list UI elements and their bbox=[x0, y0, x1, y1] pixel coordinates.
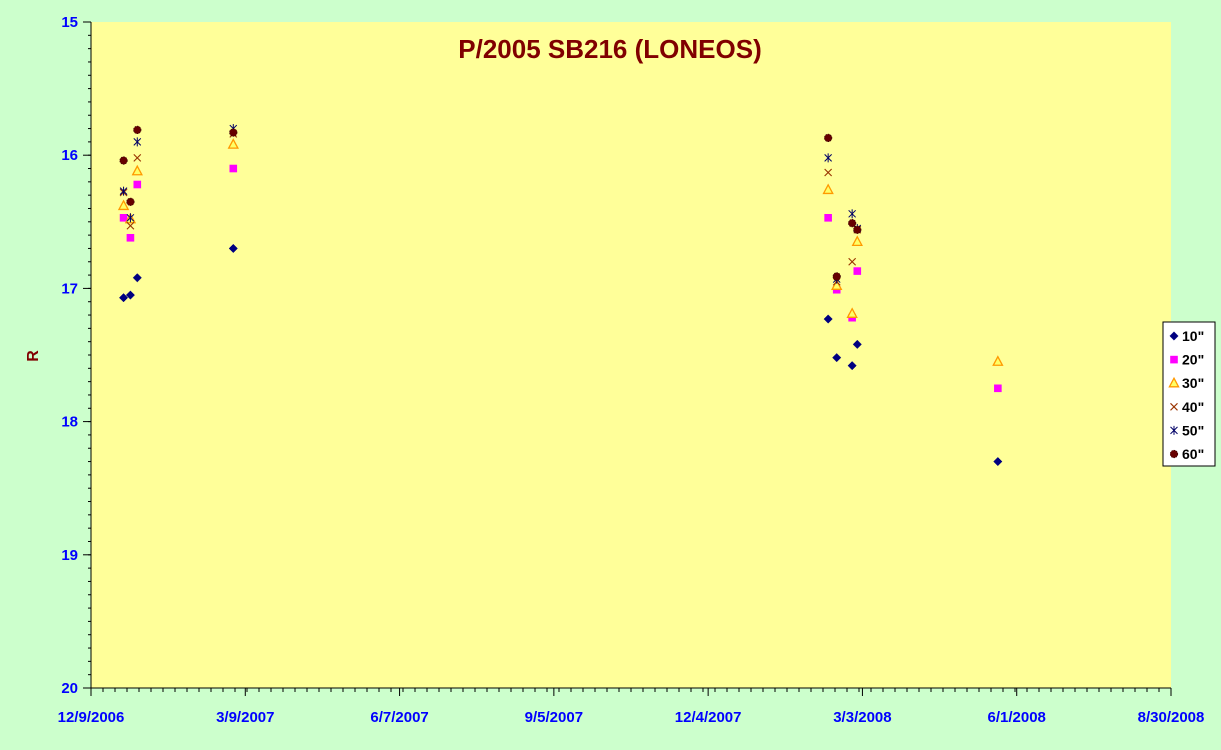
x-tick-label: 6/7/2007 bbox=[370, 709, 428, 726]
legend-label: 10" bbox=[1182, 328, 1204, 344]
y-tick-label: 18 bbox=[61, 414, 78, 431]
legend-box bbox=[1162, 321, 1216, 467]
x-ticks: 12/9/2006 3/9/2007 6/7/2007 9/5/2007 12/4/20… bbox=[58, 688, 1205, 726]
data-point bbox=[851, 235, 863, 247]
y-axis-title: R bbox=[25, 350, 42, 362]
x-tick-label: 6/1/2008 bbox=[988, 709, 1046, 726]
dot-outline bbox=[832, 272, 841, 281]
data-point bbox=[848, 257, 857, 266]
series-2 bbox=[117, 138, 1004, 366]
x-stroke bbox=[824, 168, 833, 177]
y-tick-label: 19 bbox=[61, 547, 78, 564]
data-point bbox=[126, 233, 135, 242]
data-point bbox=[133, 126, 142, 134]
data-point bbox=[229, 128, 238, 137]
legend-marker bbox=[1170, 402, 1178, 411]
data-point bbox=[227, 138, 239, 149]
dot-outline bbox=[126, 197, 135, 206]
data-point bbox=[832, 353, 842, 363]
dot-outline bbox=[133, 125, 142, 134]
data-point bbox=[119, 293, 129, 303]
data-point bbox=[848, 219, 856, 227]
legend-marker bbox=[1170, 355, 1178, 364]
data-point bbox=[992, 355, 1004, 366]
y-tick-label: 17 bbox=[61, 280, 78, 297]
legend-label: 50" bbox=[1182, 422, 1204, 438]
data-point bbox=[126, 198, 135, 206]
data-point bbox=[125, 290, 135, 300]
legend-marker bbox=[1168, 376, 1180, 388]
legend-label: 20" bbox=[1182, 352, 1204, 368]
data-point bbox=[822, 183, 834, 195]
data-point bbox=[229, 164, 238, 173]
data-point bbox=[853, 225, 862, 234]
dot-outline bbox=[853, 225, 862, 234]
data-point bbox=[823, 314, 833, 324]
data-point bbox=[132, 273, 142, 283]
data-point bbox=[831, 279, 843, 290]
series-0 bbox=[119, 243, 1003, 467]
data-point bbox=[846, 307, 858, 318]
data-point bbox=[824, 134, 832, 142]
legend-marker bbox=[1169, 331, 1179, 341]
series-5 bbox=[119, 125, 862, 281]
legend-marker bbox=[1170, 450, 1178, 458]
legend-label: 60" bbox=[1182, 446, 1204, 462]
data-point bbox=[824, 153, 832, 163]
data-point bbox=[119, 156, 128, 165]
data-point bbox=[126, 213, 135, 223]
data-points bbox=[117, 124, 1004, 467]
y-ticks: 15 16 17 18 19 20 bbox=[61, 14, 91, 697]
data-point bbox=[832, 272, 841, 281]
x-tick-label: 3/9/2007 bbox=[216, 709, 274, 726]
dot-outline bbox=[824, 133, 833, 142]
x-tick-label: 9/5/2007 bbox=[525, 709, 583, 726]
data-point bbox=[824, 168, 833, 177]
data-point bbox=[994, 384, 1002, 393]
x-tick-label: 12/9/2006 bbox=[58, 709, 125, 726]
data-point bbox=[133, 180, 142, 189]
data-point bbox=[133, 153, 142, 162]
y-tick-label: 16 bbox=[61, 147, 78, 164]
dot-outline bbox=[848, 219, 857, 228]
data-point bbox=[133, 137, 142, 147]
data-point bbox=[848, 209, 856, 219]
legend-marker bbox=[1170, 425, 1178, 435]
chart-title: P/2005 SB216 (LONEOS) bbox=[458, 34, 761, 64]
y-tick-label: 15 bbox=[61, 14, 78, 31]
data-point bbox=[847, 361, 857, 371]
legend-label: 40" bbox=[1182, 399, 1204, 415]
legend: 10" 20" 30" 40" 50" 60" bbox=[1162, 321, 1216, 467]
legend-label: 30" bbox=[1182, 375, 1204, 391]
data-point bbox=[228, 243, 238, 253]
x-tick-label: 3/3/2008 bbox=[833, 709, 891, 726]
data-point bbox=[117, 199, 130, 211]
data-point bbox=[119, 186, 128, 196]
x-stroke bbox=[1170, 402, 1178, 411]
data-point bbox=[119, 214, 128, 222]
dot-outline bbox=[229, 128, 238, 137]
plot-area bbox=[91, 22, 1171, 688]
x-stroke bbox=[133, 153, 142, 162]
dot-outline bbox=[119, 156, 128, 165]
data-point bbox=[993, 457, 1003, 467]
x-stroke bbox=[848, 257, 857, 266]
data-point bbox=[126, 221, 135, 230]
dot-outline bbox=[1169, 449, 1179, 459]
x-stroke bbox=[126, 221, 135, 230]
x-tick-label: 8/30/2008 bbox=[1138, 709, 1205, 726]
data-point bbox=[852, 339, 862, 349]
data-point bbox=[853, 267, 862, 275]
data-point bbox=[131, 164, 143, 176]
x-tick-label: 12/4/2007 bbox=[675, 709, 742, 726]
data-point bbox=[824, 214, 832, 222]
y-tick-label: 20 bbox=[61, 680, 78, 697]
